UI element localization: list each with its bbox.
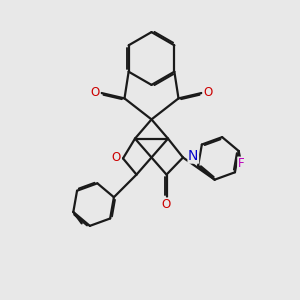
Text: O: O xyxy=(112,151,121,164)
Text: F: F xyxy=(238,157,244,170)
Text: O: O xyxy=(161,198,170,211)
Text: N: N xyxy=(188,149,199,163)
Text: O: O xyxy=(203,86,212,100)
Text: O: O xyxy=(91,86,100,100)
